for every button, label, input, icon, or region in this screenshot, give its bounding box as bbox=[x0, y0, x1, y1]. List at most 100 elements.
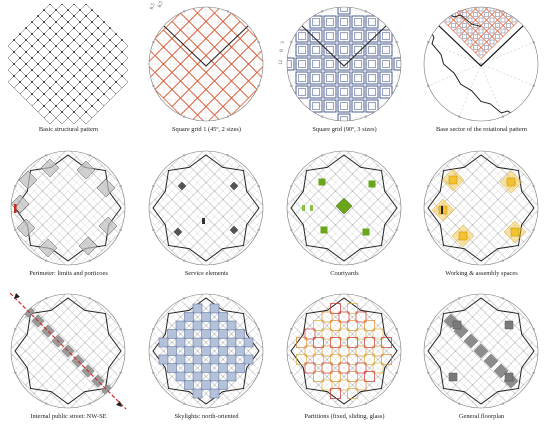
column-dot bbox=[73, 87, 75, 89]
grid-square bbox=[351, 71, 365, 85]
diagram-working-assembly bbox=[423, 150, 539, 266]
pattern-square bbox=[91, 15, 105, 29]
structural-square bbox=[197, 393, 215, 408]
pattern-square bbox=[13, 57, 27, 71]
radial-line bbox=[428, 42, 482, 65]
street-arrow-nw bbox=[14, 293, 20, 299]
sector-square bbox=[480, 30, 493, 43]
pattern-square bbox=[67, 27, 81, 41]
pattern-square bbox=[91, 99, 105, 113]
column-dot bbox=[103, 33, 105, 35]
column-marker bbox=[501, 154, 505, 157]
grid-line bbox=[11, 151, 115, 265]
column-dot bbox=[55, 93, 57, 95]
panel-caption: Square grid 1 (45º, 2 sizes) bbox=[171, 126, 242, 133]
column-marker bbox=[119, 228, 122, 232]
floor-zone bbox=[483, 353, 499, 369]
pattern-square bbox=[31, 87, 45, 101]
partition bbox=[338, 362, 350, 374]
panel-square-grid-90: 12 8 3 Square grid (90º, 3 sizes) bbox=[276, 2, 413, 147]
sector-inner-square bbox=[478, 7, 484, 12]
partition bbox=[364, 354, 375, 365]
sector-inner-square bbox=[467, 39, 473, 45]
grid-square bbox=[323, 57, 337, 71]
column-dot bbox=[121, 51, 123, 53]
column-marker bbox=[44, 259, 48, 262]
column-marker bbox=[364, 10, 368, 13]
column-marker bbox=[395, 327, 398, 331]
grid-line bbox=[424, 151, 494, 265]
column-marker bbox=[364, 297, 368, 300]
sector-inner-square bbox=[462, 34, 467, 39]
grid-line bbox=[149, 151, 263, 265]
boundary-circle bbox=[423, 293, 539, 409]
column-dot bbox=[67, 69, 69, 71]
skylight bbox=[192, 354, 203, 365]
column-marker bbox=[290, 184, 293, 188]
grid-square bbox=[239, 29, 258, 48]
column-marker bbox=[364, 154, 368, 157]
pattern-square bbox=[55, 15, 69, 29]
skylight bbox=[235, 363, 245, 373]
partition bbox=[364, 337, 375, 348]
pattern-square bbox=[85, 81, 99, 95]
column-marker bbox=[457, 259, 461, 262]
grid-line bbox=[176, 151, 263, 265]
grid-square bbox=[213, 37, 233, 57]
sector-square bbox=[486, 14, 498, 26]
pattern-square bbox=[61, 69, 75, 83]
sector-inner-square bbox=[462, 23, 467, 28]
grid-line bbox=[424, 294, 511, 408]
grid-square bbox=[337, 99, 351, 113]
diagram-public-street bbox=[9, 292, 127, 410]
skylight bbox=[175, 337, 186, 348]
grid-line bbox=[331, 294, 401, 408]
courtyard bbox=[362, 228, 370, 236]
grid-square bbox=[365, 15, 379, 29]
perimeter-outline bbox=[290, 154, 398, 262]
pattern-square bbox=[67, 15, 81, 29]
pattern-square bbox=[49, 21, 63, 35]
pattern-square bbox=[115, 63, 129, 77]
grid-line bbox=[64, 151, 125, 265]
pattern-square bbox=[43, 111, 57, 125]
column-marker bbox=[290, 371, 293, 375]
grid-square bbox=[205, 29, 224, 48]
grid-line bbox=[424, 294, 485, 408]
pattern-square bbox=[79, 27, 93, 41]
grid-square bbox=[171, 80, 190, 99]
grid-square bbox=[393, 57, 401, 71]
pattern-square bbox=[55, 111, 69, 125]
column-dot bbox=[67, 33, 69, 35]
diagram-service-elements bbox=[148, 150, 264, 266]
service-core bbox=[177, 181, 187, 191]
column-dot bbox=[97, 99, 99, 101]
partition bbox=[355, 345, 367, 357]
column-dot bbox=[43, 81, 45, 83]
grid-square bbox=[171, 63, 190, 82]
skylight bbox=[218, 346, 228, 356]
column-dot bbox=[121, 63, 123, 65]
partition bbox=[347, 320, 358, 331]
partition bbox=[313, 371, 324, 382]
column-dot bbox=[91, 69, 93, 71]
grid-square bbox=[213, 105, 233, 121]
pattern-square bbox=[67, 63, 81, 77]
diagram-partitions bbox=[286, 293, 402, 409]
panel-skylights: Skylights: north-oriented bbox=[138, 289, 275, 434]
grid-line bbox=[38, 151, 125, 265]
perimeter-outline bbox=[290, 297, 398, 405]
column-marker bbox=[226, 10, 230, 13]
sector-inner-square bbox=[478, 17, 484, 23]
skylight bbox=[201, 312, 211, 322]
column-dot bbox=[109, 51, 111, 53]
column-dot bbox=[43, 45, 45, 47]
pattern-square bbox=[85, 33, 99, 47]
column-marker bbox=[320, 154, 324, 157]
column-marker bbox=[501, 10, 505, 13]
pattern-square bbox=[115, 39, 129, 53]
pattern-square bbox=[49, 69, 63, 83]
panel-caption: Partitions (fixed, sliding, glass) bbox=[304, 413, 385, 420]
column-dot bbox=[43, 57, 45, 59]
